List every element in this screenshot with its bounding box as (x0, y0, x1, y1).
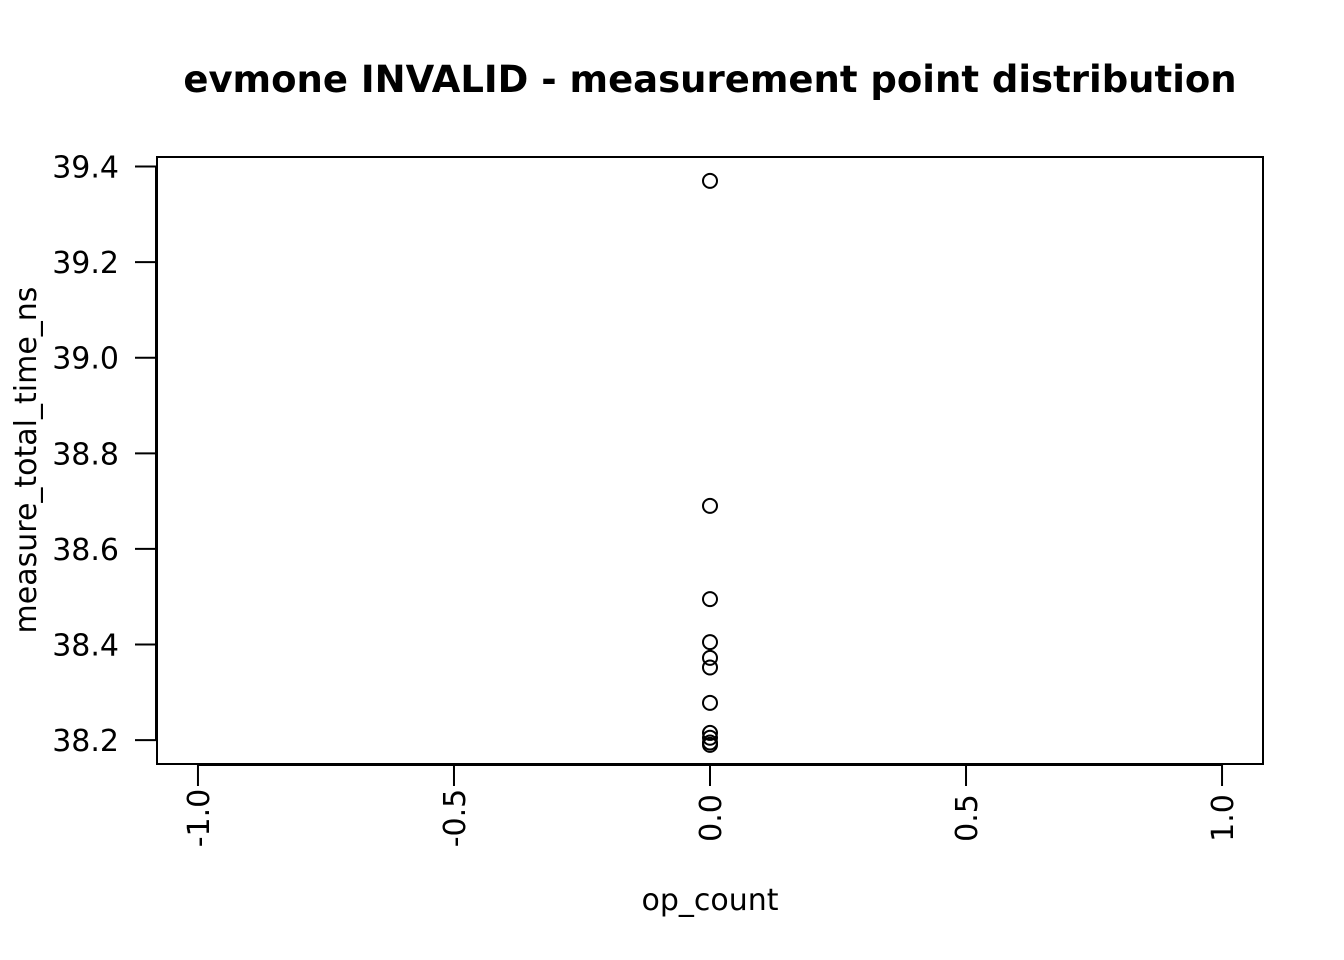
y-tick-label: 38.8 (52, 437, 119, 472)
y-tick-label: 39.0 (52, 342, 119, 377)
data-point (702, 634, 718, 651)
data-point (702, 694, 718, 711)
data-point (702, 729, 718, 746)
data-point (702, 659, 718, 676)
data-point (702, 591, 718, 608)
data-point (702, 172, 718, 189)
x-tick-label: -1.0 (182, 789, 217, 848)
y-tick-label: 39.2 (52, 246, 119, 281)
plot-frame (156, 156, 1264, 765)
y-tick-label: 38.6 (52, 533, 119, 568)
chart-title: evmone INVALID - measurement point distr… (183, 58, 1236, 101)
x-axis-label: op_count (641, 883, 778, 918)
x-tick-label: 1.0 (1206, 794, 1241, 842)
x-axis: -1.0 -0.5 0.0 0.5 1.0 (182, 764, 1241, 848)
data-points (702, 172, 718, 753)
data-point (702, 736, 718, 753)
x-tick-label: 0.0 (694, 794, 729, 842)
data-point (702, 649, 718, 666)
data-point (702, 497, 718, 514)
data-point (702, 724, 718, 741)
y-axis-label: measure_total_time_ns (9, 287, 44, 634)
y-tick-label: 38.2 (52, 724, 119, 759)
x-tick-label: -0.5 (438, 789, 473, 848)
x-tick-label: 0.5 (950, 794, 985, 842)
y-tick-label: 39.4 (52, 151, 119, 186)
y-axis: 38.2 38.4 38.6 38.8 39.0 39.2 39.4 (52, 151, 157, 759)
y-tick-label: 38.4 (52, 629, 119, 664)
